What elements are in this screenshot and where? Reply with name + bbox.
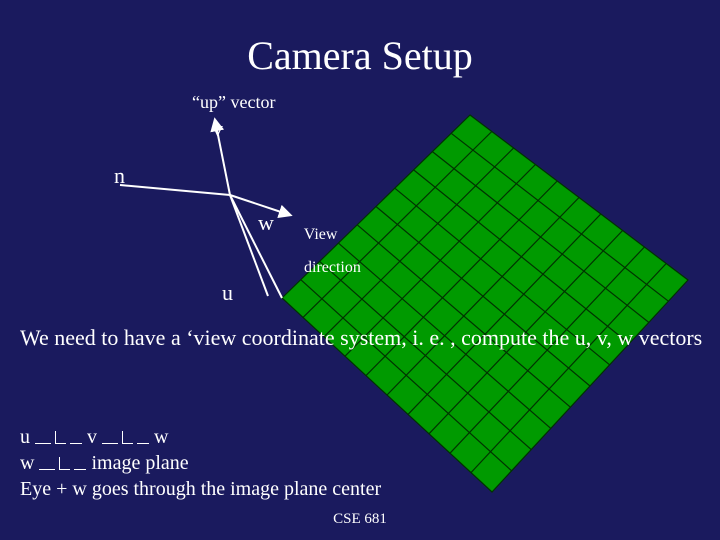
perp-icon — [122, 431, 133, 444]
perp-icon — [137, 442, 149, 444]
body-paragraph: We need to have a ‘view coordinate syste… — [20, 324, 702, 352]
label-v: v — [212, 116, 223, 142]
perp-icon — [102, 442, 118, 444]
footer-text: CSE 681 — [0, 511, 720, 528]
rel-v: v — [87, 426, 97, 448]
perp-icon — [35, 442, 51, 444]
rel-w2: w — [20, 452, 34, 474]
label-up-vector: “up” vector — [192, 92, 275, 113]
label-view-direction-line2: direction — [304, 259, 361, 276]
rel-u: u — [20, 426, 30, 448]
perp-icon — [55, 431, 66, 444]
perp-icon — [59, 457, 70, 470]
rel-w: w — [154, 426, 168, 448]
perp-icon — [70, 442, 82, 444]
label-u: u — [222, 280, 233, 306]
label-w: w — [258, 210, 274, 236]
label-view-direction: View direction — [296, 210, 361, 277]
label-view-direction-line1: View — [304, 226, 338, 243]
relations-block: u v w w image plane Eye + w goes through… — [20, 424, 381, 502]
perp-icon — [39, 468, 55, 470]
label-n: n — [114, 163, 125, 189]
rel-image-plane: image plane — [91, 452, 188, 474]
relation-uvw: u v w — [20, 424, 381, 450]
relation-eye: Eye + w goes through the image plane cen… — [20, 476, 381, 502]
relation-w-plane: w image plane — [20, 450, 381, 476]
perp-icon — [74, 468, 86, 470]
axis-vectors — [120, 120, 290, 298]
